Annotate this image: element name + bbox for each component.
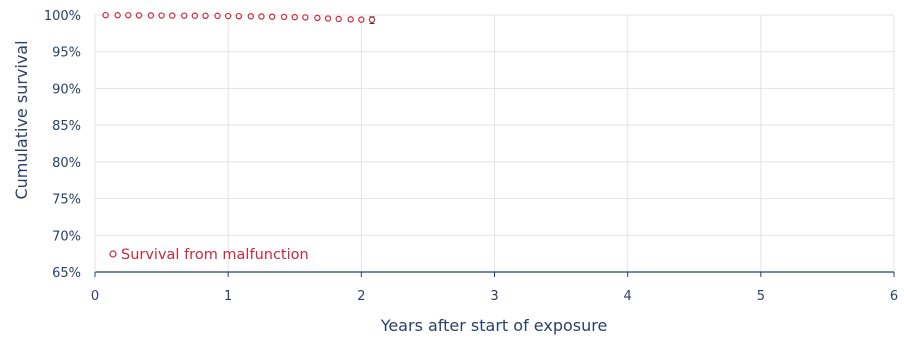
x-tick-label: 1: [224, 289, 232, 304]
x-tick-label: 3: [490, 289, 498, 304]
data-point: [347, 16, 354, 23]
data-points: [102, 11, 376, 23]
legend: Survival from malfunction: [109, 247, 309, 263]
y-tick-label: 95%: [52, 46, 81, 61]
data-point: [258, 13, 265, 20]
y-tick-label: 75%: [52, 193, 81, 208]
data-point: [235, 12, 243, 20]
legend-label: Survival from malfunction: [121, 247, 309, 263]
grid: [95, 14, 895, 272]
x-axis-title: Years after start of exposure: [380, 316, 608, 335]
x-tick-label: 6: [890, 289, 898, 304]
y-tick-label: 85%: [52, 119, 81, 134]
data-point: [291, 13, 298, 21]
y-axis-title: Cumulative survival: [12, 40, 31, 199]
x-tick-label: 4: [624, 289, 632, 304]
data-point: [181, 12, 188, 19]
data-point: [358, 16, 365, 23]
data-point: [102, 11, 109, 19]
y-tick-label: 80%: [52, 156, 81, 171]
y-tick-label: 100%: [44, 9, 81, 24]
x-tick-labels: 0 1 2 3 4 5 6: [91, 289, 898, 304]
data-point: [191, 12, 199, 19]
data-point: [335, 15, 342, 23]
data-point: [302, 14, 309, 21]
legend-marker: [109, 250, 117, 258]
x-tick-label: 5: [757, 289, 765, 304]
data-point: [158, 12, 165, 19]
data-point: [368, 16, 376, 23]
data-point: [214, 12, 221, 20]
data-point: [114, 12, 121, 19]
x-tick-label: 2: [357, 289, 365, 304]
data-point: [280, 13, 288, 21]
data-point: [224, 12, 232, 20]
data-point: [169, 12, 176, 19]
data-point: [268, 13, 276, 20]
data-point: [135, 12, 143, 19]
data-point: [147, 12, 155, 19]
x-tick-label: 0: [91, 289, 99, 304]
y-tick-label: 65%: [52, 266, 81, 281]
data-point: [314, 14, 321, 22]
y-tick-label: 70%: [52, 229, 81, 244]
y-tick-labels: 65% 70% 75% 80% 85% 90% 95% 100%: [44, 9, 81, 281]
data-point: [324, 15, 332, 22]
data-point: [247, 13, 255, 20]
y-tick-label: 90%: [52, 82, 81, 97]
axes: [94, 15, 895, 277]
data-point: [125, 12, 132, 19]
data-point: [202, 12, 209, 20]
